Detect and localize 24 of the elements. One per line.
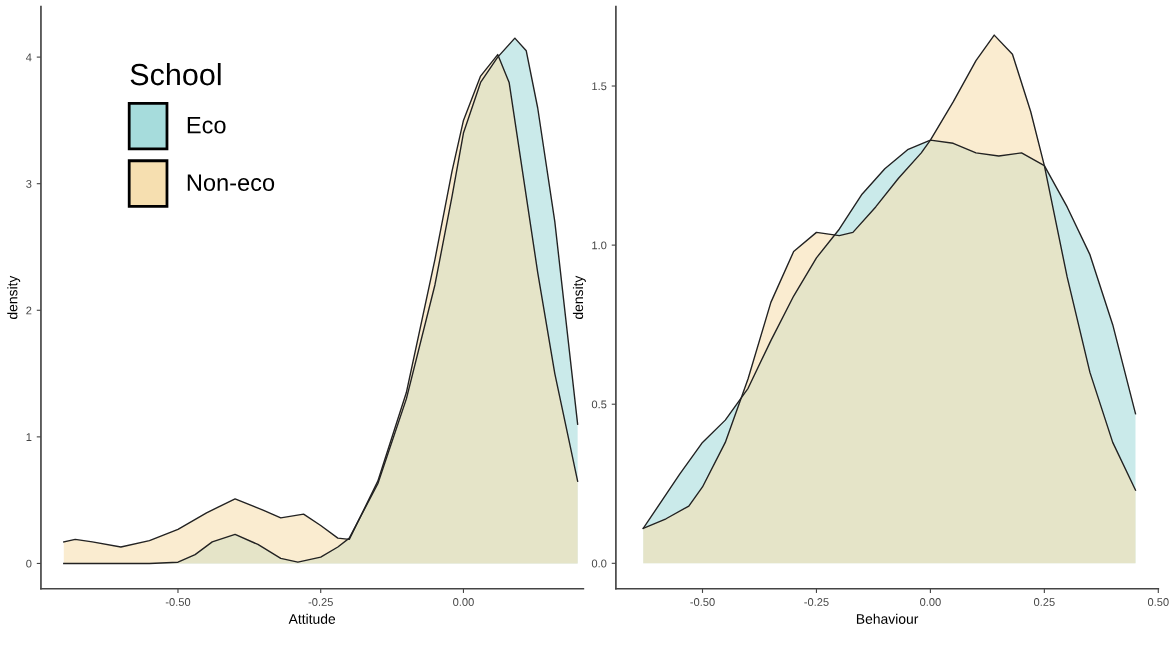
y-tick-label: 1.5 [592, 82, 607, 91]
x-tick-label: 0.50 [1147, 598, 1169, 606]
y-tick-label: 4 [26, 53, 32, 62]
legend-label: Non-eco [187, 174, 275, 191]
y-tick-label: 3 [26, 179, 32, 188]
x-tick-label: -0.25 [308, 598, 333, 606]
y-tick-label: 2 [26, 306, 32, 315]
y-tick-label: 0.0 [591, 559, 607, 568]
x-tick-label: 0.25 [1033, 598, 1055, 606]
y-axis-title: density [572, 275, 586, 320]
x-tick-label: 0.00 [453, 598, 474, 606]
x-tick-label: -0.25 [804, 598, 829, 606]
legend-label: Eco [187, 117, 226, 134]
x-axis-title: Behaviour [856, 613, 919, 624]
x-axis-title: Attitude [288, 613, 336, 624]
y-tick-label: 1.0 [592, 241, 607, 250]
y-tick-label: 0.5 [591, 400, 607, 409]
x-tick-label: -0.50 [165, 598, 191, 606]
x-tick-label: 0.00 [920, 598, 941, 606]
x-tick-label: -0.50 [690, 598, 715, 606]
y-tick-label: 0 [26, 559, 32, 568]
y-tick-label: 1 [26, 433, 32, 441]
legend-title: School [130, 62, 221, 86]
y-axis-title: density [7, 275, 21, 320]
